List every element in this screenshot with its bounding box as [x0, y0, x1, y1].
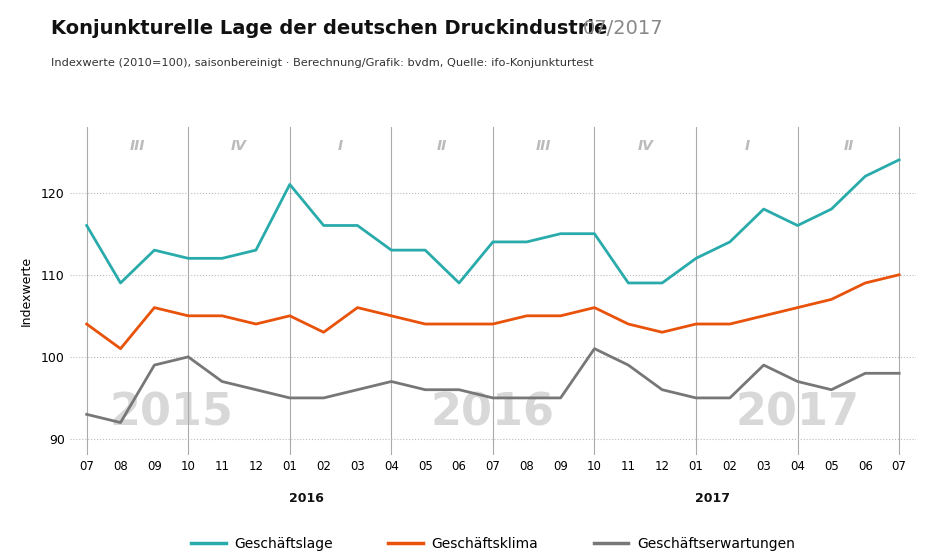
Legend: Geschäftslage, Geschäftsklima, Geschäftserwartungen: Geschäftslage, Geschäftsklima, Geschäfts… — [186, 532, 800, 552]
Text: 2017: 2017 — [736, 392, 859, 435]
Text: II: II — [844, 139, 854, 153]
Text: 2015: 2015 — [110, 392, 233, 435]
Text: 07/2017: 07/2017 — [583, 19, 664, 38]
Text: Indexwerte (2010=100), saisonbereinigt · Berechnung/Grafik: bvdm, Quelle: ifo-Ko: Indexwerte (2010=100), saisonbereinigt ·… — [51, 58, 593, 68]
Text: Konjunkturelle Lage der deutschen Druckindustrie: Konjunkturelle Lage der deutschen Drucki… — [51, 19, 607, 38]
Text: 2016: 2016 — [431, 392, 555, 435]
Text: 2016: 2016 — [289, 491, 325, 505]
Text: 2017: 2017 — [696, 491, 730, 505]
Text: IV: IV — [231, 139, 247, 153]
Text: I: I — [338, 139, 343, 153]
Y-axis label: Indexwerte: Indexwerte — [20, 256, 33, 326]
Text: IV: IV — [637, 139, 653, 153]
Text: III: III — [130, 139, 145, 153]
Text: I: I — [744, 139, 750, 153]
Text: III: III — [536, 139, 551, 153]
Text: II: II — [437, 139, 447, 153]
